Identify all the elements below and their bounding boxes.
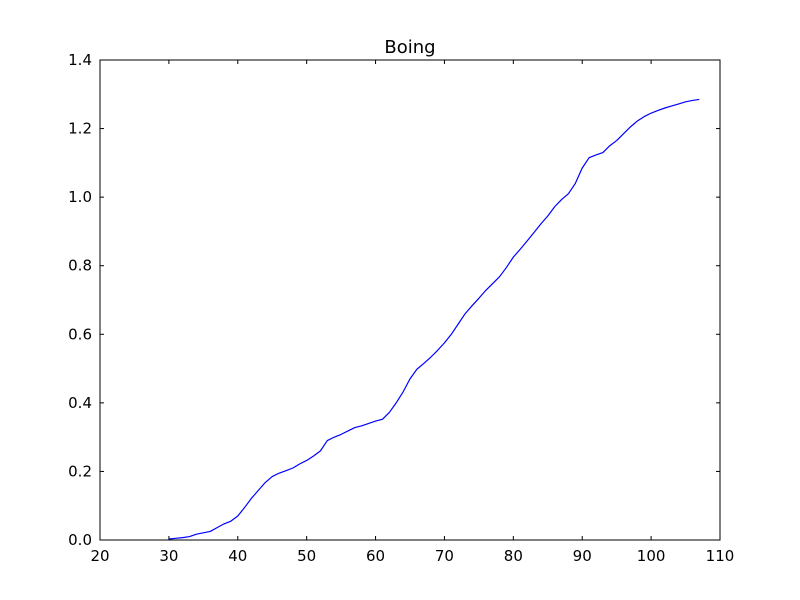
axes-frame: [99, 59, 721, 541]
x-tick-label: 30: [159, 547, 178, 565]
x-axis-ticks: 20 30 40 50 60 70 80 90 100 110: [90, 60, 734, 565]
y-tick-label: 1.0: [68, 188, 92, 206]
y-tick-label: 0.2: [68, 462, 92, 480]
x-tick-label: 90: [573, 547, 592, 565]
x-tick-label: 60: [366, 547, 385, 565]
chart-title: Boing: [384, 37, 435, 58]
y-axis-ticks: 0.0 0.2 0.4 0.6 0.8 1.0 1.2 1.4: [68, 51, 720, 549]
x-tick-label: 110: [706, 547, 735, 565]
x-tick-label: 70: [435, 547, 454, 565]
y-tick-label: 0.6: [68, 325, 92, 343]
series-layer: [168, 98, 700, 540]
x-tick-label: 100: [637, 547, 666, 565]
x-tick-label: 20: [90, 547, 109, 565]
y-tick-label: 0.8: [68, 257, 92, 275]
y-tick-label: 0.0: [68, 531, 92, 549]
x-tick-label: 50: [297, 547, 316, 565]
x-tick-label: 40: [228, 547, 247, 565]
y-tick-label: 1.2: [68, 120, 92, 138]
y-tick-label: 0.4: [68, 394, 92, 412]
x-tick-label: 80: [504, 547, 523, 565]
y-tick-label: 1.4: [68, 51, 92, 69]
series-line-0: [168, 98, 700, 540]
